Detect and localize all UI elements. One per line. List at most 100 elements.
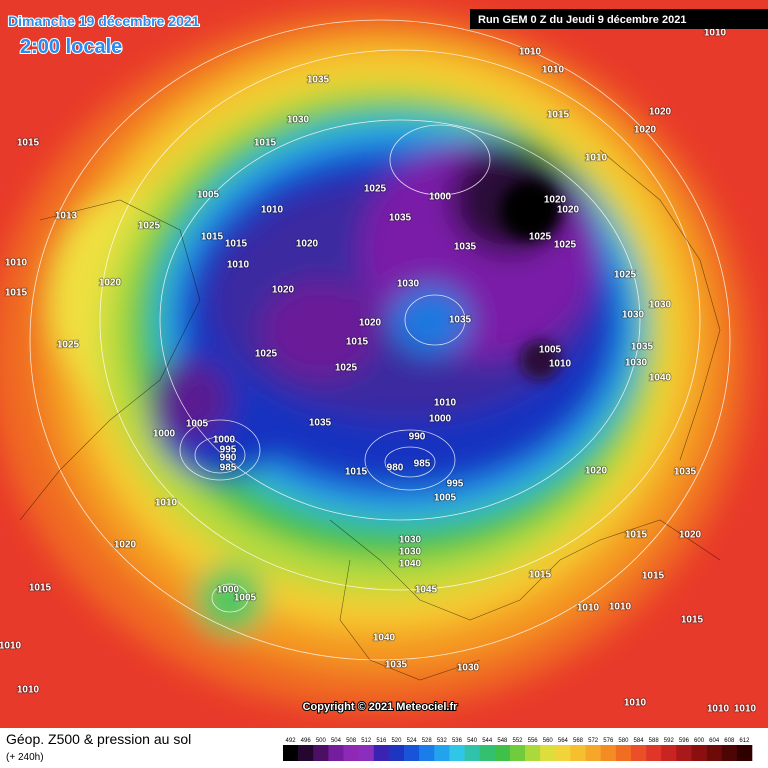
isobar-label: 980 xyxy=(387,463,404,474)
scale-swatch xyxy=(630,745,647,761)
isobar-label: 1005 xyxy=(197,190,220,201)
isobar-label: 1010 xyxy=(585,153,608,164)
scale-label: 548 xyxy=(497,738,508,744)
scale-swatch xyxy=(525,745,541,761)
isobar-label: 1000 xyxy=(429,192,452,203)
isobar-label: 1035 xyxy=(307,75,330,86)
scale-swatch xyxy=(373,745,390,761)
isobar-label: 1015 xyxy=(681,615,704,626)
isobar-label: 1020 xyxy=(114,540,137,551)
isobar-label: 1040 xyxy=(399,559,422,570)
scale-swatch xyxy=(404,745,420,761)
scale-swatch xyxy=(434,745,450,761)
scale-label: 568 xyxy=(573,738,584,744)
isobar-label: 1010 xyxy=(5,258,28,269)
scale-label: 572 xyxy=(588,738,599,744)
isobar-label: 1025 xyxy=(335,363,358,374)
isobar-label: 1035 xyxy=(631,342,654,353)
isobar-label: 995 xyxy=(447,479,464,490)
isobar-label: 1025 xyxy=(554,240,577,251)
isobar-label: 985 xyxy=(220,463,237,474)
scale-label: 500 xyxy=(316,738,327,744)
scale-swatch xyxy=(494,745,511,761)
scale-swatch xyxy=(615,745,632,761)
scale-label: 608 xyxy=(724,738,735,744)
scale-label: 540 xyxy=(467,738,478,744)
isobar-label: 1000 xyxy=(153,429,176,440)
isobar-label: 1010 xyxy=(261,205,284,216)
isobar-label: 1020 xyxy=(634,125,657,136)
isobar-label: 1005 xyxy=(434,493,457,504)
scale-label: 532 xyxy=(437,738,448,744)
isobar-label: 1013 xyxy=(55,211,78,222)
isobar-label: 1030 xyxy=(399,535,422,546)
isobar-label: 1035 xyxy=(309,418,332,429)
isobar-label: 1000 xyxy=(429,414,452,425)
isobar-label: 995 xyxy=(220,445,237,456)
isobar-label: 1025 xyxy=(255,349,278,360)
scale-label: 584 xyxy=(634,738,645,744)
scale-swatch xyxy=(358,745,375,761)
scale-label: 492 xyxy=(286,738,297,744)
scale-label: 552 xyxy=(512,738,523,744)
scale-label: 600 xyxy=(694,738,705,744)
scale-swatch xyxy=(328,745,344,761)
isobar-label: 1010 xyxy=(707,704,730,715)
scale-label: 528 xyxy=(422,738,433,744)
isobar-label: 1020 xyxy=(359,318,382,329)
isobar-label: 1025 xyxy=(614,270,637,281)
subtitle: 2:00 locale xyxy=(20,36,122,58)
scale-label: 496 xyxy=(301,738,312,744)
isobar-label: 1000 xyxy=(213,435,236,446)
scale-swatch xyxy=(721,745,738,761)
scale-swatch xyxy=(313,745,329,761)
scale-swatch xyxy=(646,745,662,761)
scale-swatch xyxy=(540,745,556,761)
isobar-label: 990 xyxy=(220,453,237,464)
isobar-label: 1020 xyxy=(272,285,295,296)
isobar-label: 1010 xyxy=(577,603,600,614)
isobar-label: 1015 xyxy=(625,530,648,541)
isobar-label: 1015 xyxy=(254,138,277,149)
isobar-label: 990 xyxy=(409,432,426,443)
isobar-label: 1015 xyxy=(5,288,28,299)
isobar-label: 1010 xyxy=(734,704,757,715)
isobar-label: 1005 xyxy=(539,345,562,356)
scale-swatch xyxy=(661,745,677,761)
scale-swatch xyxy=(691,745,707,761)
isobar-label: 1020 xyxy=(679,530,702,541)
scale-swatch xyxy=(419,745,435,761)
isobar-label: 1015 xyxy=(17,138,40,149)
isobar-label: 1010 xyxy=(434,398,457,409)
legend-title: Géop. Z500 & pression au sol xyxy=(6,731,191,747)
scale-label: 556 xyxy=(528,738,539,744)
isobar-label: 1010 xyxy=(549,359,572,370)
isobar-label: 1040 xyxy=(649,373,672,384)
isobars xyxy=(29,19,731,661)
isobar-label: 1025 xyxy=(138,221,161,232)
isobar-label: 1020 xyxy=(557,205,580,216)
isobar-label: 1020 xyxy=(544,195,567,206)
run-box xyxy=(470,9,768,29)
scale-label: 504 xyxy=(331,738,342,744)
isobar-label: 1020 xyxy=(649,107,672,118)
scale-swatch xyxy=(706,745,723,761)
scale-label: 516 xyxy=(376,738,387,744)
isobar-label: 1040 xyxy=(373,633,396,644)
scale-label: 520 xyxy=(391,738,402,744)
isobar-label: 1010 xyxy=(519,47,542,58)
isobar-label: 1020 xyxy=(585,466,608,477)
isobar-label: 1010 xyxy=(704,28,727,39)
isobar-label: 1010 xyxy=(17,685,40,696)
scale-swatch xyxy=(676,745,692,761)
isobar-label: 1035 xyxy=(385,660,408,671)
isobar-label: 1015 xyxy=(346,337,369,348)
scale-label: 536 xyxy=(452,738,463,744)
isobar-label: 1015 xyxy=(345,467,368,478)
scale-swatch xyxy=(509,745,526,761)
isobar-label: 1025 xyxy=(529,232,552,243)
scale-swatch xyxy=(570,745,586,761)
